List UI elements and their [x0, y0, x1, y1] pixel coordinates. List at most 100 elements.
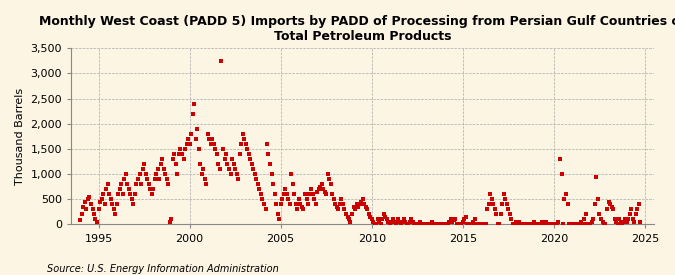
Point [84, 195, 95, 199]
Point [192, 127, 202, 131]
Point [161, 177, 172, 182]
Point [330, 202, 341, 207]
Point [423, 222, 433, 227]
Point [367, 217, 377, 222]
Point [117, 192, 128, 196]
Point [585, 222, 596, 227]
Point [491, 212, 502, 217]
Point [352, 205, 363, 209]
Point [274, 217, 285, 222]
Point [257, 197, 268, 202]
Point [201, 182, 212, 186]
Point [527, 222, 538, 227]
Point [632, 207, 643, 211]
Title: Monthly West Coast (PADD 5) Imports by PADD of Processing from Persian Gulf Coun: Monthly West Coast (PADD 5) Imports by P… [39, 15, 675, 43]
Point [429, 222, 439, 227]
Point [462, 222, 472, 227]
Point [630, 212, 641, 217]
Point [238, 132, 248, 136]
Point [357, 197, 368, 202]
Point [634, 202, 645, 207]
Point [347, 212, 358, 217]
Point [620, 217, 630, 222]
Point [389, 220, 400, 224]
Point [599, 222, 610, 227]
Point [509, 222, 520, 227]
Point [400, 220, 410, 224]
Point [308, 197, 319, 202]
Point [260, 207, 271, 211]
Point [454, 222, 465, 227]
Point [222, 162, 233, 166]
Point [488, 202, 499, 207]
Point [198, 167, 209, 171]
Point [483, 202, 494, 207]
Point [240, 142, 251, 146]
Point [601, 207, 612, 211]
Point [485, 192, 495, 196]
Point [446, 217, 456, 222]
Point [561, 192, 572, 196]
Point [497, 202, 508, 207]
Point [304, 192, 315, 196]
Point [520, 222, 531, 227]
Point [371, 222, 381, 227]
Point [104, 192, 115, 196]
Point [554, 157, 565, 161]
Point [278, 192, 289, 196]
Point [130, 192, 140, 196]
Point [290, 202, 301, 207]
Point [360, 205, 371, 209]
Point [418, 222, 429, 227]
Point [600, 222, 611, 227]
Point [565, 222, 576, 227]
Point [580, 212, 591, 217]
Point [165, 220, 176, 224]
Point [173, 152, 184, 156]
Point [436, 222, 447, 227]
Point [635, 220, 646, 224]
Point [591, 174, 601, 179]
Point [249, 172, 260, 176]
Point [183, 137, 194, 141]
Point [99, 202, 110, 207]
Point [227, 157, 238, 161]
Point [623, 217, 634, 222]
Point [175, 147, 186, 151]
Point [317, 182, 327, 186]
Point [204, 137, 215, 141]
Point [603, 200, 614, 204]
Point [90, 217, 101, 222]
Point [410, 222, 421, 227]
Point [570, 222, 580, 227]
Point [107, 202, 117, 207]
Point [155, 162, 166, 166]
Point [120, 172, 131, 176]
Point [529, 220, 539, 224]
Point [296, 205, 307, 209]
Point [395, 222, 406, 227]
Point [321, 192, 331, 196]
Point [128, 202, 139, 207]
Point [442, 222, 453, 227]
Point [606, 205, 617, 209]
Point [375, 222, 386, 227]
Point [245, 157, 256, 161]
Point [427, 220, 438, 224]
Point [526, 222, 537, 227]
Point [124, 187, 134, 191]
Point [354, 202, 365, 207]
Point [568, 222, 579, 227]
Point [93, 207, 104, 211]
Point [97, 197, 107, 202]
Point [471, 222, 482, 227]
Point [133, 177, 144, 182]
Point [265, 162, 275, 166]
Point [151, 172, 162, 176]
Point [605, 202, 616, 207]
Point [239, 137, 250, 141]
Point [582, 222, 593, 227]
Point [195, 162, 206, 166]
Point [394, 220, 404, 224]
Point [113, 192, 124, 196]
